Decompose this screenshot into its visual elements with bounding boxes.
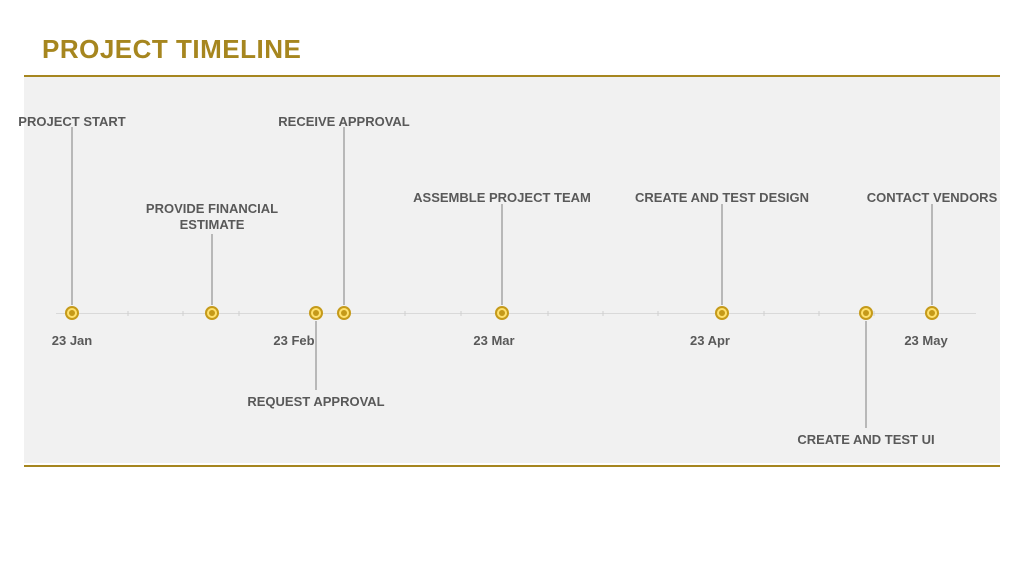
timeline-marker — [925, 306, 939, 320]
leader-line — [72, 127, 73, 305]
leader-line — [502, 204, 503, 305]
minor-tick — [874, 311, 875, 316]
axis-label: 23 Jan — [52, 333, 92, 348]
axis-label: 23 Feb — [273, 333, 314, 348]
minor-tick — [461, 311, 462, 316]
timeline-marker — [715, 306, 729, 320]
minor-tick — [548, 311, 549, 316]
minor-tick — [128, 311, 129, 316]
minor-tick — [183, 311, 184, 316]
event-label: RECEIVE APPROVAL — [278, 114, 409, 130]
event-label: PROVIDE FINANCIAL ESTIMATE — [146, 201, 278, 234]
event-label: ASSEMBLE PROJECT TEAM — [413, 190, 591, 206]
minor-tick — [239, 311, 240, 316]
timeline-marker — [205, 306, 219, 320]
leader-line — [212, 234, 213, 305]
event-label: REQUEST APPROVAL — [247, 394, 384, 410]
event-label: CONTACT VENDORS — [867, 190, 997, 206]
minor-tick — [603, 311, 604, 316]
axis-label: 23 Apr — [690, 333, 730, 348]
minor-tick — [819, 311, 820, 316]
timeline-axis — [56, 313, 976, 314]
event-label: CREATE AND TEST UI — [797, 432, 934, 448]
rule-bottom — [24, 465, 1000, 467]
leader-line — [722, 204, 723, 305]
chart-background — [24, 77, 1000, 463]
leader-line — [866, 321, 867, 428]
event-label: CREATE AND TEST DESIGN — [635, 190, 809, 206]
timeline-marker — [65, 306, 79, 320]
timeline-marker — [337, 306, 351, 320]
leader-line — [344, 127, 345, 305]
event-label: PROJECT START — [18, 114, 125, 130]
axis-label: 23 May — [904, 333, 947, 348]
minor-tick — [658, 311, 659, 316]
timeline-marker — [309, 306, 323, 320]
page-title: PROJECT TIMELINE — [42, 34, 301, 65]
timeline-marker — [495, 306, 509, 320]
leader-line — [316, 321, 317, 390]
axis-label: 23 Mar — [473, 333, 514, 348]
minor-tick — [405, 311, 406, 316]
minor-tick — [764, 311, 765, 316]
timeline-marker — [859, 306, 873, 320]
leader-line — [932, 204, 933, 305]
